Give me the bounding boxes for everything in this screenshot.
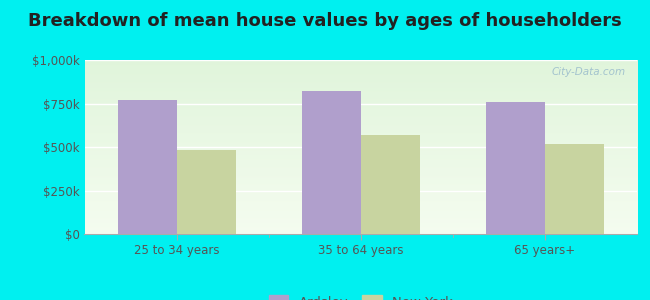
Bar bbox=[361, 135, 420, 234]
Bar bbox=[118, 100, 177, 234]
Text: Breakdown of mean house values by ages of householders: Breakdown of mean house values by ages o… bbox=[28, 12, 622, 30]
Bar bbox=[177, 151, 235, 234]
Bar bbox=[486, 102, 545, 234]
Legend: Ardsley, New York: Ardsley, New York bbox=[263, 289, 458, 300]
Bar bbox=[545, 143, 604, 234]
Text: City-Data.com: City-Data.com bbox=[552, 67, 626, 77]
Bar bbox=[302, 91, 361, 234]
